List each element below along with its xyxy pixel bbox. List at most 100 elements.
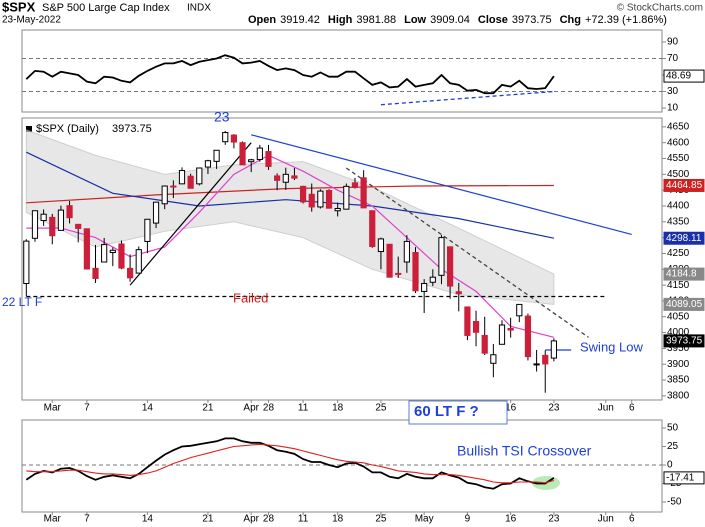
- x-tick-label: 14: [142, 403, 154, 414]
- candle-body: [282, 173, 289, 183]
- candle-body: [49, 216, 56, 237]
- x-tick-label: 6: [629, 514, 635, 525]
- candle-body: [516, 303, 523, 317]
- x-tick-label: 7: [84, 403, 90, 414]
- x-tick-label: Jun: [598, 514, 614, 525]
- candle-body: [533, 363, 540, 366]
- x-tick-label: 6: [629, 403, 635, 414]
- candle-body: [187, 175, 194, 189]
- price-label-value: 3973.75: [112, 123, 152, 135]
- candle-body: [360, 177, 367, 209]
- field-label: Open: [248, 14, 276, 26]
- candle-body: [403, 240, 410, 263]
- candle-body: [239, 142, 246, 166]
- x-tick-label: 28: [263, 514, 275, 525]
- x-tick-label: Mar: [44, 514, 62, 525]
- band: [25, 129, 555, 305]
- candle-body: [101, 244, 108, 263]
- series-line: [25, 437, 555, 490]
- x-tick-label: 23: [548, 403, 560, 414]
- y-tick-label: 25: [667, 441, 679, 452]
- y-tick-label: 4600: [667, 137, 690, 148]
- candle-body: [325, 189, 333, 209]
- candle-body: [369, 210, 376, 247]
- candle-body: [274, 175, 281, 181]
- candle-body: [351, 182, 359, 188]
- candle-body: [498, 324, 506, 345]
- candle-body: [40, 213, 47, 222]
- last-value-box: [663, 231, 705, 245]
- x-tick-label: 7: [84, 514, 90, 525]
- candle-body: [421, 283, 428, 292]
- candle-body: [127, 267, 134, 279]
- annotation: Bullish TSI Crossover: [457, 443, 592, 459]
- annotation: 23: [214, 109, 230, 125]
- last-value-box: [663, 178, 705, 192]
- last-value-label: 4089.05: [666, 299, 703, 310]
- candle-body: [57, 209, 65, 231]
- trend-line: [251, 134, 632, 236]
- candle-body: [412, 252, 419, 292]
- candle-body: [196, 167, 203, 185]
- last-value-label: -17.41: [666, 473, 695, 484]
- last-value-box: [663, 334, 705, 348]
- y-tick-label: -50: [667, 497, 682, 508]
- candle-body: [135, 249, 142, 274]
- candle-body: [447, 246, 454, 287]
- x-tick-label: 18: [332, 403, 344, 414]
- x-tick-label: May: [415, 514, 434, 525]
- x-tick-label: 14: [142, 514, 154, 525]
- x-tick-label: 9: [465, 514, 471, 525]
- last-value-box: [663, 471, 705, 485]
- field-value: 3909.04: [430, 14, 470, 26]
- field-label: High: [328, 14, 353, 26]
- candle-body: [83, 228, 90, 270]
- candle-body: [308, 193, 315, 208]
- candle-body: [109, 249, 116, 254]
- last-value-label: 48.69: [666, 71, 691, 82]
- x-tick-label: 25: [375, 514, 387, 525]
- candle-body: [343, 185, 350, 210]
- last-value-box: [663, 297, 705, 311]
- candle-body: [118, 243, 125, 269]
- candle-body: [152, 201, 160, 224]
- x-tick-label: Jun: [598, 403, 614, 414]
- last-value-box: [663, 267, 705, 281]
- trend-line: [380, 90, 554, 106]
- y-tick-label: 4000: [667, 327, 690, 338]
- panel-frame: [21, 419, 663, 513]
- candle-body: [66, 205, 73, 219]
- last-value-label: 4298.11: [666, 233, 702, 244]
- candle-body: [542, 354, 549, 365]
- candle-body: [222, 132, 229, 143]
- candle-body: [170, 185, 177, 188]
- field-label: Low: [404, 14, 426, 26]
- x-tick-label: 21: [202, 514, 214, 525]
- candle-body: [507, 327, 514, 331]
- panel-frame: [21, 29, 663, 113]
- x-tick-label: 16: [505, 403, 517, 414]
- last-value-label: 3973.75: [666, 336, 703, 347]
- candle-body: [75, 223, 82, 229]
- last-value-label: 4464.85: [666, 180, 703, 191]
- y-tick-label: 4050: [667, 311, 690, 322]
- candle-body: [524, 315, 532, 358]
- field-value: +72.39 (+1.86%): [585, 14, 667, 26]
- price-label: $SPX (Daily): [36, 123, 99, 135]
- overlay-line: [26, 154, 555, 338]
- y-tick-label: 90: [667, 37, 679, 48]
- candle-body: [334, 208, 341, 212]
- field-value: 3973.75: [512, 14, 552, 26]
- candle-body: [144, 218, 151, 242]
- candle-body: [178, 170, 186, 185]
- candle-body: [490, 354, 497, 364]
- y-tick-label: 4650: [667, 122, 690, 133]
- candle-body: [481, 334, 488, 354]
- candle-body: [386, 243, 393, 278]
- panel-frame: [21, 117, 663, 401]
- x-tick-label: 11: [298, 514, 309, 525]
- candle-body: [204, 160, 212, 168]
- field-label: Chg: [560, 14, 581, 26]
- y-tick-label: 4400: [667, 201, 690, 212]
- y-tick-label: 10: [667, 103, 679, 114]
